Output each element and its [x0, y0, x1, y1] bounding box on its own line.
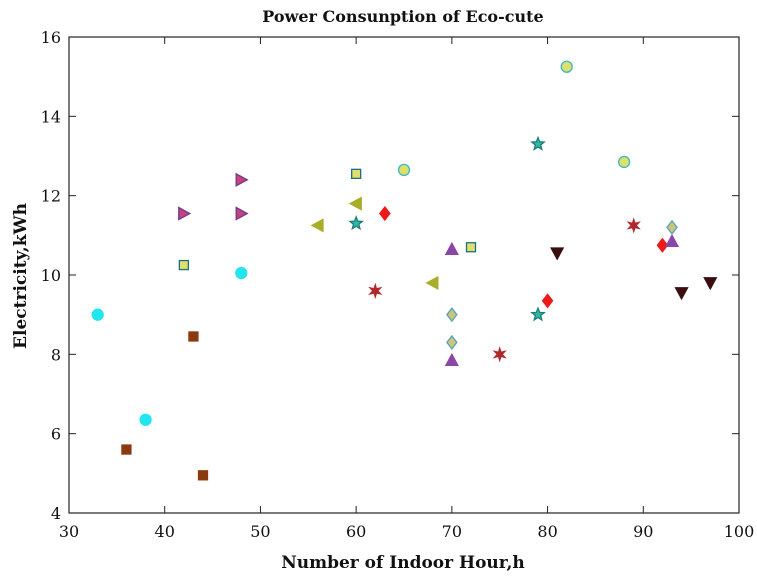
data-point-star-5: [348, 215, 365, 231]
series-4: [178, 168, 477, 271]
x-tick-label: 60: [346, 522, 366, 541]
series-5: [310, 196, 439, 291]
series-2: [121, 331, 209, 481]
data-point-triangle-down: [703, 277, 718, 291]
data-point-triangle-down: [550, 247, 565, 261]
data-point-diamond: [656, 237, 669, 253]
data-point-square: [178, 259, 190, 271]
series-1: [91, 266, 248, 426]
series-3: [178, 172, 249, 221]
y-axis-label: Electricity,kWh: [11, 203, 31, 349]
data-point-triangle-left: [310, 218, 324, 233]
data-point-star-5: [530, 135, 546, 151]
data-point-circle: [397, 163, 411, 177]
x-tick-label: 30: [59, 522, 79, 541]
data-points: [91, 60, 718, 481]
series-6: [348, 135, 546, 322]
x-tick-label: 80: [537, 522, 557, 541]
x-tick-label: 70: [442, 522, 462, 541]
y-tick-label: 14: [41, 107, 61, 126]
series-9: [397, 60, 631, 177]
x-tick-label: 90: [633, 522, 653, 541]
data-point-diamond: [666, 219, 678, 235]
data-point-diamond: [446, 334, 458, 350]
data-point-circle: [235, 266, 248, 280]
data-point-circle: [139, 413, 152, 426]
data-point-triangle-right: [235, 172, 249, 187]
x-tick-label: 40: [155, 522, 175, 541]
data-point-square: [197, 470, 209, 481]
series-12: [550, 247, 718, 301]
series-10: [444, 233, 680, 367]
data-point-diamond: [446, 307, 458, 323]
axis-ticks: 30 40 50 60 70 80 90 100 4 6 8 10 12 14 16: [41, 28, 755, 541]
series-7: [379, 205, 669, 309]
y-tick-label: 10: [41, 266, 61, 285]
data-point-triangle-left: [348, 196, 362, 211]
data-point-star-5: [530, 306, 546, 322]
x-tick-label: 50: [250, 522, 270, 541]
data-point-square: [350, 168, 362, 180]
data-point-triangle-down: [674, 287, 689, 301]
data-point-star-6: [492, 346, 507, 363]
data-point-triangle-right: [235, 206, 249, 221]
y-tick-label: 6: [51, 425, 61, 444]
data-point-square: [188, 331, 199, 342]
data-point-diamond: [379, 205, 391, 222]
plot-frame: [68, 36, 740, 514]
data-point-triangle-up: [444, 241, 459, 255]
data-point-triangle-left: [425, 275, 439, 291]
data-point-square: [465, 242, 477, 253]
data-point-circle: [91, 308, 104, 321]
data-point-circle: [560, 60, 573, 73]
data-point-diamond: [541, 293, 554, 309]
data-point-triangle-right: [178, 206, 192, 221]
data-point-star-6: [368, 282, 383, 300]
y-tick-label: 12: [41, 187, 61, 206]
series-11: [446, 219, 678, 350]
series-8: [368, 217, 641, 363]
data-point-triangle-up: [664, 233, 680, 248]
y-tick-label: 4: [51, 504, 61, 523]
y-tick-label: 16: [41, 28, 61, 47]
x-axis-label: Number of Indoor Hour,h: [281, 553, 525, 573]
data-point-circle: [617, 155, 631, 169]
x-tick-label: 100: [724, 522, 755, 541]
chart-title: Power Consunption of Eco-cute: [262, 7, 543, 26]
data-point-star-6: [626, 217, 641, 234]
data-point-triangle-up: [444, 352, 459, 367]
y-tick-label: 8: [51, 345, 61, 364]
data-point-square: [121, 444, 132, 455]
